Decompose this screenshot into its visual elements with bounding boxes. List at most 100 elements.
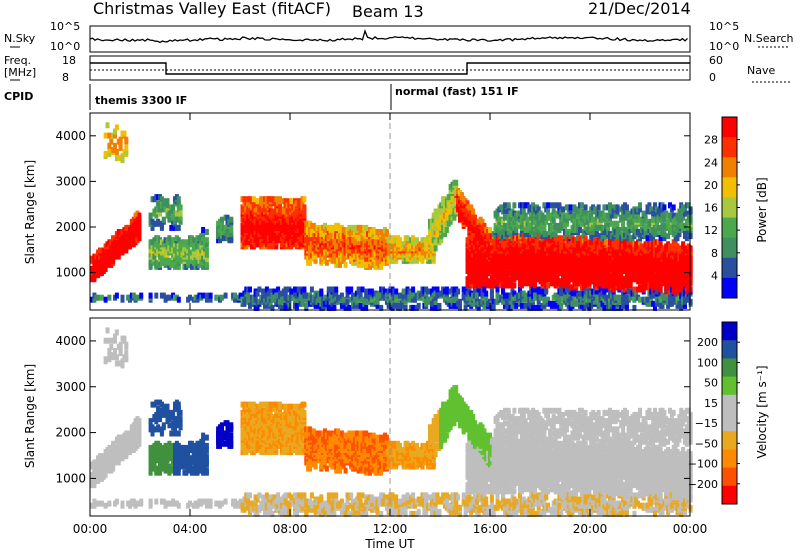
power-cell [229,227,234,233]
power-cell [178,257,183,264]
power-cell [394,292,399,299]
power-cell [289,198,294,205]
power-cell [555,292,560,299]
power-cell [540,294,545,301]
power-cell [188,294,192,301]
power-cell [204,237,209,244]
power-cell [283,198,288,205]
freq-label-1: Freq. [4,54,31,67]
power-cell [489,288,494,295]
power-cell [176,296,181,303]
power-cell [572,204,577,211]
power-cell [583,204,588,211]
power-cell [353,259,357,266]
power-cell [150,224,155,231]
power-cell [503,214,507,221]
power-cell [152,253,157,260]
power-cell [534,304,539,311]
power-cell [351,224,356,231]
power-cell [137,216,142,223]
power-cell [493,222,498,229]
power-cell [546,202,551,209]
power-cell [113,142,117,149]
power-cell [398,237,402,244]
power-cell [154,292,159,299]
power-cell [96,294,101,301]
power-cell [531,214,536,221]
power-cell [161,202,166,209]
power-cell [120,153,125,160]
power-cell [278,290,282,297]
power-cell [229,231,234,238]
cpid-label: CPID [4,90,33,103]
power-cell [557,235,562,242]
power-cell [279,304,284,311]
power-cell [521,290,526,297]
power-cell [158,210,162,217]
power-cell [204,296,209,303]
power-cell [161,198,166,205]
power-cell [578,235,582,242]
power-cell [330,300,335,307]
power-cell [568,284,573,291]
power-cell [293,286,297,293]
power-cell [334,286,339,293]
power-cell [536,298,541,305]
freq-panel: Freq. [MHz] 18 8 60 0 Nave [4,54,790,84]
power-cell [302,204,307,211]
power-cell [463,304,468,311]
power-cell [399,300,404,307]
power-cell [454,183,459,190]
power-cell [458,304,462,311]
power-cell [480,218,485,225]
date-title: 21/Dec/2014 [588,0,691,18]
power-cell [347,251,352,258]
nsky-tick-bottom: 10^0 [50,40,80,53]
power-cell [435,231,440,238]
power-cell [429,304,434,311]
power-cell [304,302,309,309]
nave-tick-top: 60 [709,54,723,67]
power-cell [343,304,348,311]
power-cell [418,241,423,248]
freq-trace [90,62,690,75]
power-cell [120,157,125,164]
power-cell [546,208,551,215]
power-cell [201,231,206,238]
power-cell [549,202,554,209]
power-cell [478,278,483,285]
power-cell [501,218,506,225]
power-cell [474,292,479,299]
power-cell [398,292,402,299]
power-cell [176,263,181,270]
power-cell [233,296,237,303]
power-cell [229,216,234,223]
power-cell [615,204,620,211]
power-cell [328,292,333,299]
power-cell [540,243,545,250]
power-cell [188,259,192,266]
power-cell [591,216,596,223]
power-cell [167,235,172,242]
power-cell [103,132,108,139]
power-cell [341,255,346,262]
power-cell [263,292,267,299]
power-cell [156,200,161,207]
power-cell [484,294,489,301]
power-cell [553,235,558,242]
power-cell [358,292,363,299]
power-cell [229,235,234,242]
power-cell [216,231,221,238]
power-cell [165,198,170,205]
power-cell [268,237,273,244]
power-cell [118,136,123,143]
power-cell [107,142,112,149]
power-cell [339,292,344,299]
power-cell [103,266,108,272]
power-cell [542,229,547,235]
power-cell [512,202,517,209]
power-cell [278,196,282,203]
power-cell [559,302,564,309]
power-cell [566,212,571,219]
power-cell [542,202,547,209]
